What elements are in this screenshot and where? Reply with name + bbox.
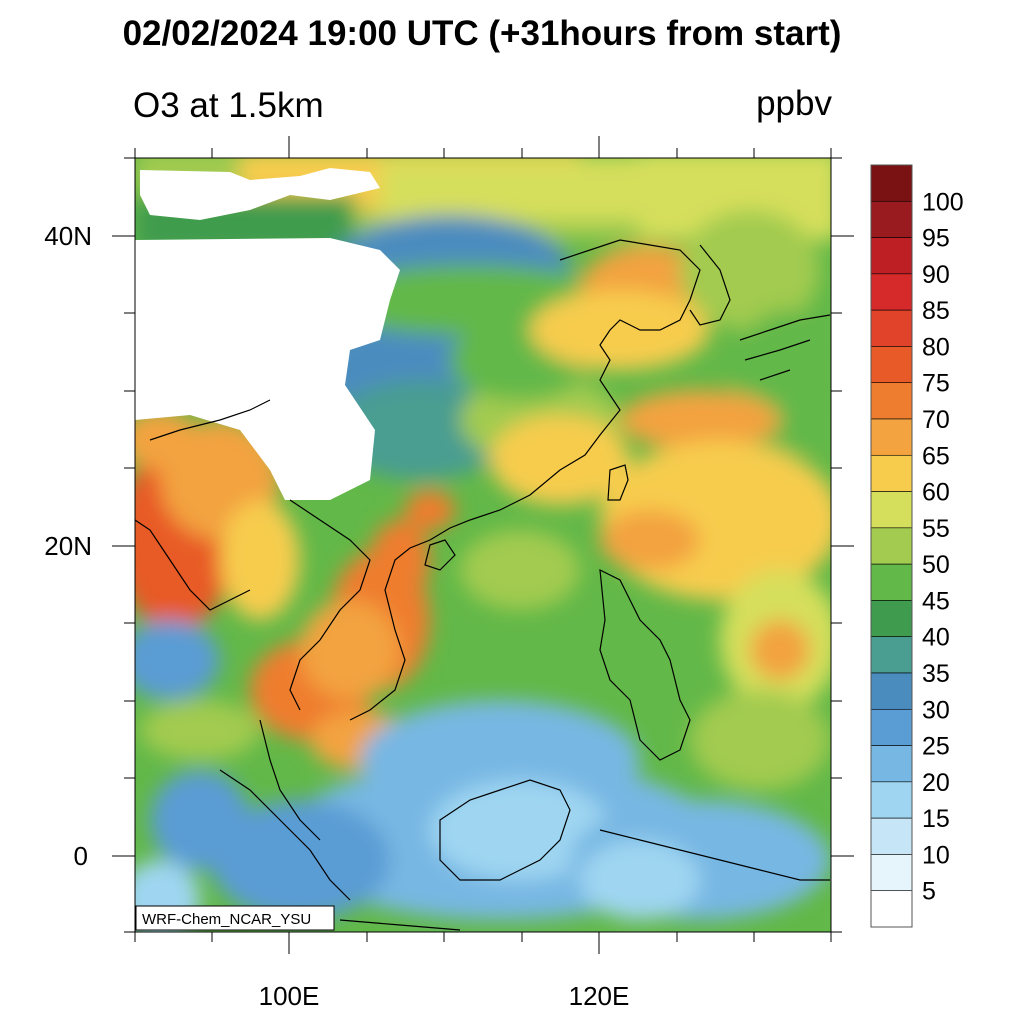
units-label: ppbv <box>756 84 832 123</box>
colorbar-label: 70 <box>922 406 950 434</box>
lat-label-20n: 20N <box>44 531 92 561</box>
variable-label: O3 at 1.5km <box>133 86 324 125</box>
colorbar-swatch <box>870 563 913 601</box>
colorbar-swatch <box>870 672 913 710</box>
colorbar-label: 20 <box>922 769 950 797</box>
colorbar-label: 95 <box>922 225 950 253</box>
colorbar-label: 30 <box>922 696 950 724</box>
colorbar-swatch <box>870 854 913 892</box>
colorbar-swatch <box>870 346 913 384</box>
colorbar-swatch <box>870 309 913 347</box>
lat-label-40n: 40N <box>44 221 92 251</box>
lon-label-120e: 120E <box>569 981 630 1011</box>
colorbar-label: 10 <box>922 841 950 869</box>
colorbar-label: 45 <box>922 587 950 615</box>
colorbar-swatch <box>870 745 913 783</box>
colorbar-swatch <box>870 164 913 202</box>
colorbar-label: 35 <box>922 660 950 688</box>
map-frame <box>134 157 832 933</box>
ozone-field <box>135 158 831 932</box>
colorbar-label: 50 <box>922 551 950 579</box>
colorbar-swatch <box>870 418 913 456</box>
colorbar-swatch <box>870 200 913 238</box>
lon-label-100e: 100E <box>259 981 320 1011</box>
colorbar-swatch <box>870 600 913 638</box>
colorbar-swatch <box>870 491 913 529</box>
model-credit: WRF-Chem_NCAR_YSU <box>142 911 311 928</box>
colorbar-swatch <box>870 817 913 855</box>
colorbar-frame <box>870 164 913 928</box>
colorbar-label: 75 <box>922 370 950 398</box>
colorbar-label: 60 <box>922 479 950 507</box>
colorbar-label: 15 <box>922 805 950 833</box>
coastlines <box>135 239 831 931</box>
colorbar-swatch <box>870 382 913 420</box>
colorbar-swatch <box>870 708 913 746</box>
colorbar-swatch <box>870 781 913 819</box>
lat-label-0: 0 <box>74 841 88 871</box>
colorbar-label: 90 <box>922 261 950 289</box>
colorbar-label: 5 <box>922 878 936 906</box>
colorbar-label: 80 <box>922 333 950 361</box>
colorbar-swatch <box>870 636 913 674</box>
colorbar-swatch <box>870 273 913 311</box>
colorbar-swatch <box>870 527 913 565</box>
axis-ticks <box>112 136 854 954</box>
colorbar-swatch <box>870 454 913 492</box>
colorbar-label: 100 <box>922 188 964 216</box>
colorbar-label: 40 <box>922 624 950 652</box>
map-title: 02/02/2024 19:00 UTC (+31hours from star… <box>122 14 842 53</box>
colorbar-label: 85 <box>922 297 950 325</box>
colorbar-label: 25 <box>922 733 950 761</box>
colorbar-swatch <box>870 237 913 275</box>
colorbar-label: 55 <box>922 515 950 543</box>
colorbar-label: 65 <box>922 442 950 470</box>
colorbar-swatch <box>870 890 913 928</box>
credit-box <box>135 905 335 931</box>
colorbar: 5 10 15 20 25 30 35 40 45 50 55 60 65 70 75 80 85 90 95 100 <box>870 164 964 928</box>
